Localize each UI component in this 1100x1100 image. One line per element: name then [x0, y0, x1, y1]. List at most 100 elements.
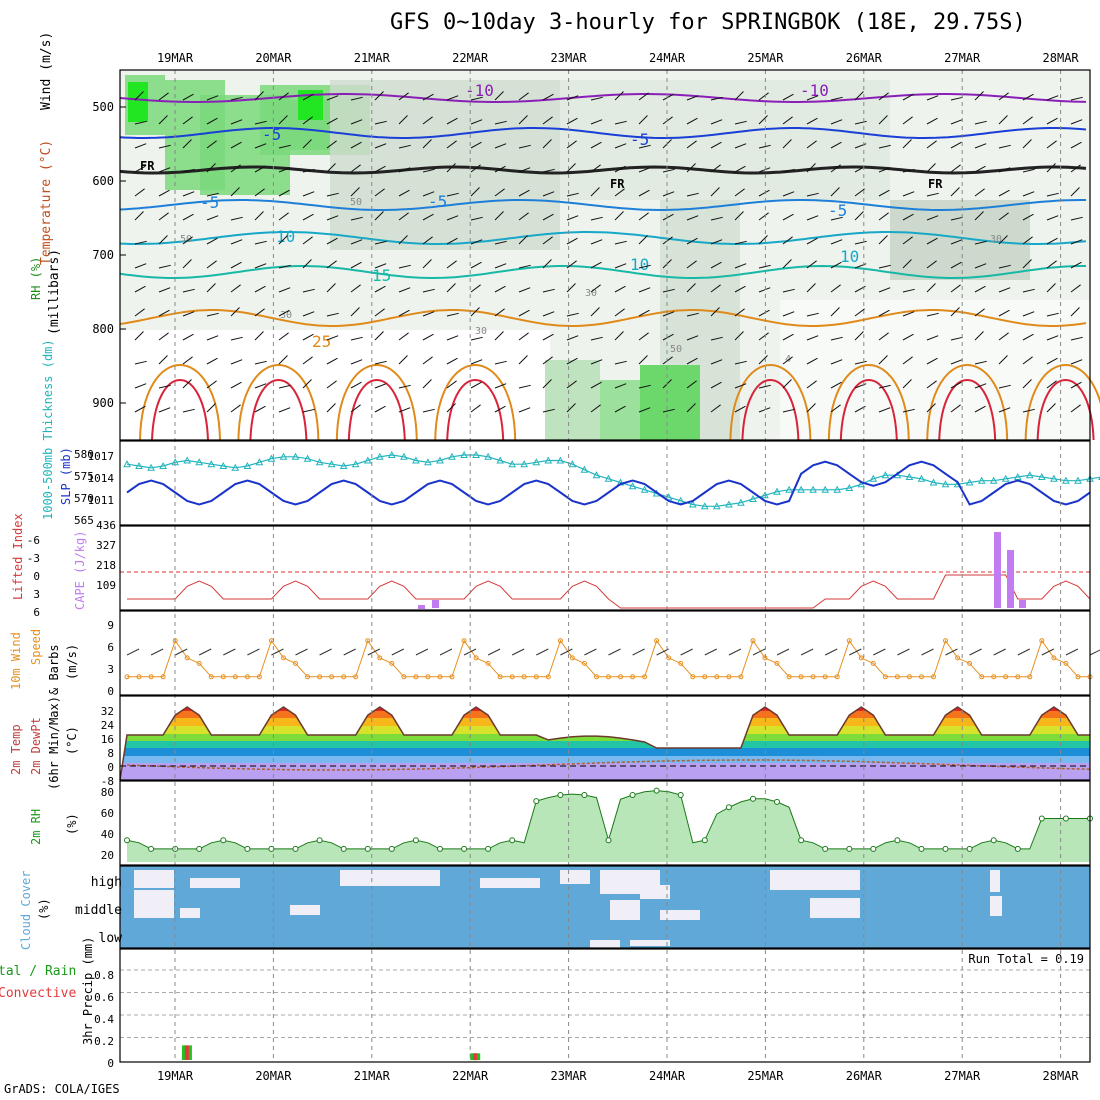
wind-barb: [422, 408, 435, 413]
rh-2m-marker: [1062, 815, 1069, 822]
top-date-label: 27MAR: [944, 51, 981, 65]
thickness-tick-label: 565: [74, 514, 94, 527]
rh-low-area: [780, 300, 1090, 440]
temp-tick-label: -8: [101, 775, 114, 788]
thickness-marker: [700, 502, 709, 510]
wind-barb: [302, 191, 315, 197]
thickness-marker: [556, 456, 565, 464]
surface-wind-barb: [776, 648, 790, 656]
wind-barb: [1022, 213, 1034, 221]
wind-barb: [902, 356, 913, 365]
rh-2m-marker: [485, 845, 492, 852]
wind-barb: [662, 116, 673, 125]
wind-barb: [182, 379, 192, 389]
wind-barb: [902, 213, 914, 221]
cape-bar: [432, 600, 439, 608]
wind-barb: [566, 260, 577, 269]
cloud-clear-block: [770, 870, 860, 890]
wind-barb: [326, 403, 336, 413]
wind-barb: [422, 236, 433, 245]
precip-label-rain: tal / Rain: [0, 964, 76, 979]
wind-barb: [542, 139, 552, 149]
wind-barb: [806, 215, 819, 221]
cloud-level-label: middle: [75, 903, 122, 918]
thickness-marker: [1062, 476, 1070, 484]
thickness-marker: [279, 452, 288, 460]
wind-speed-marker: [955, 655, 961, 661]
thickness-marker: [460, 450, 468, 458]
upper-air-shading: [120, 70, 1090, 440]
rh-2m-marker: [774, 798, 780, 805]
wind-barb: [1046, 312, 1059, 317]
wind-barb: [398, 287, 411, 293]
wind-barb: [518, 144, 531, 149]
wind-barb: [854, 240, 867, 245]
wind-barb: [182, 213, 194, 221]
wind-barb: [542, 259, 552, 269]
wind-barb: [614, 405, 626, 413]
rh2m-label: 2m RH: [29, 809, 43, 845]
wind-barb: [830, 119, 843, 125]
contour-surface-loop: [151, 379, 209, 441]
wind-barb: [734, 188, 745, 197]
wind-barb: [230, 239, 243, 245]
wind-barb: [350, 284, 361, 293]
rh-2m-marker: [750, 795, 756, 802]
wind-barb: [326, 237, 338, 245]
wind-barb: [1022, 93, 1034, 101]
rh-tick-label: 40: [101, 828, 114, 841]
wind-barb: [518, 167, 531, 173]
wind-barb: [734, 120, 747, 125]
contour-label: 30: [475, 326, 487, 337]
wind-barb: [614, 120, 627, 125]
rh-2m-marker: [292, 845, 299, 852]
temp-band: [120, 741, 1090, 748]
wind-barb: [422, 139, 432, 149]
wind-barb: [614, 263, 627, 269]
cloud-clear-block: [590, 940, 620, 948]
wind-barb: [830, 96, 843, 101]
wind-barb: [998, 92, 1009, 101]
thickness-marker: [737, 498, 745, 506]
wind-barb: [878, 264, 891, 269]
wind-barb: [566, 95, 579, 101]
thickness-label: 1000-500mb Thickness (dm): [41, 339, 55, 520]
thickness-marker: [905, 472, 914, 480]
thickness-tick-label: 570: [74, 492, 94, 505]
pressure-tick-label: 500: [92, 100, 114, 114]
wind-barb: [206, 335, 219, 341]
wind-barb: [590, 119, 603, 125]
wind-barb: [1022, 139, 1032, 149]
wind-barb: [758, 235, 768, 245]
contour-surface-loop: [938, 379, 997, 441]
wind-barb: [686, 163, 696, 173]
wind-barb: [206, 237, 218, 245]
precip-tick-label: 0: [107, 1057, 114, 1070]
wind-barb: [758, 212, 769, 221]
wind-barb: [590, 164, 601, 173]
surface-wind-barb: [608, 648, 621, 656]
contour-surface-loop: [729, 364, 812, 441]
wind-barb: [182, 288, 195, 293]
wind-barb: [398, 384, 411, 389]
wind-barb: [278, 355, 288, 365]
precip-label-conv: Convective: [0, 986, 76, 1001]
wind-barb: [158, 309, 170, 317]
wind-barb: [254, 405, 266, 413]
wind-barb: [974, 211, 984, 221]
wind-barb: [278, 407, 291, 413]
contour-label: 30: [585, 288, 597, 299]
wind-barb: [926, 192, 939, 197]
wind-barb: [446, 403, 456, 413]
lifted-cape-panel: [119, 525, 1091, 611]
thickness-marker: [303, 454, 312, 462]
wind-barb: [590, 216, 603, 221]
contour-label: FR: [610, 177, 625, 191]
wind-barb: [710, 164, 721, 173]
contour-label: 50: [350, 197, 362, 208]
wind-barb: [134, 143, 147, 149]
rh-2m-marker: [437, 845, 443, 852]
wind-barb: [926, 335, 939, 341]
wind-barb: [566, 357, 578, 365]
wind-barb: [542, 168, 555, 173]
